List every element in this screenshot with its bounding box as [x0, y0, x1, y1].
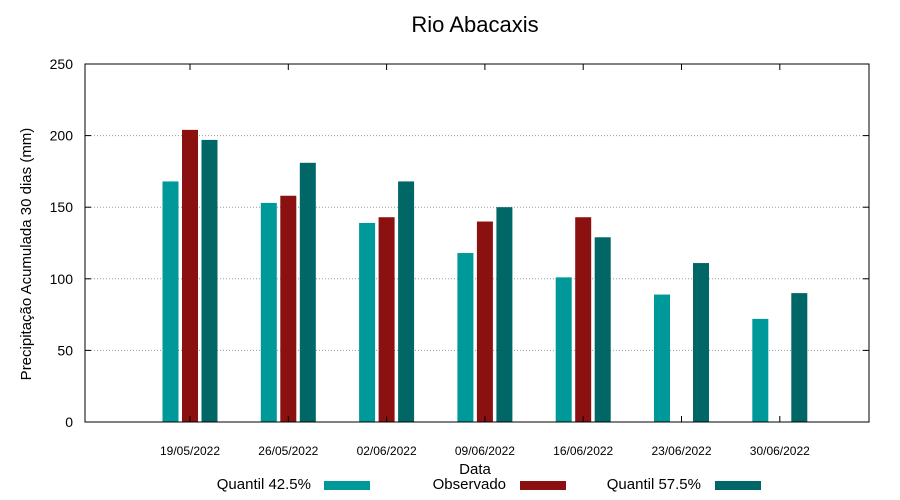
bar-quantil-57-5-	[398, 181, 415, 422]
bar-quantil-57-5-	[496, 207, 513, 422]
bar-observado	[182, 129, 198, 422]
bar-quantil-42-5-	[457, 253, 474, 422]
x-axis-ticks: 19/05/2022 26/05/2022 02/06/2022 09/06/2022…	[160, 64, 810, 458]
bar-quantil-57-5-	[594, 237, 611, 422]
legend: Quantil 42.5% Observado Quantil 57.5%	[217, 476, 761, 493]
y-tick-label: 50	[57, 342, 73, 358]
legend-swatch	[520, 481, 566, 490]
x-tick-label: 16/06/2022	[553, 444, 613, 458]
legend-label: Quantil 57.5%	[607, 476, 701, 493]
x-tick-label: 30/06/2022	[750, 444, 810, 458]
x-tick-label: 26/05/2022	[258, 444, 318, 458]
bar-quantil-57-5-	[693, 263, 709, 422]
bar-quantil-42-5-	[555, 277, 572, 422]
legend-swatch	[324, 481, 370, 490]
bar-quantil-42-5-	[260, 202, 277, 422]
bar-quantil-42-5-	[752, 318, 769, 422]
y-tick-label: 100	[50, 271, 74, 287]
bar-observado	[280, 195, 297, 422]
bar-quantil-42-5-	[162, 181, 179, 422]
bar-quantil-42-5-	[359, 222, 376, 422]
bar-observado	[575, 217, 592, 422]
bar-quantil-42-5-	[654, 294, 670, 422]
x-axis-label: Data	[459, 461, 491, 478]
x-tick-label: 23/06/2022	[651, 444, 711, 458]
chart-title: Rio Abacaxis	[411, 12, 538, 37]
bar-quantil-57-5-	[791, 293, 808, 422]
bar-quantil-57-5-	[201, 139, 218, 422]
bars	[162, 129, 808, 423]
x-tick-label: 09/06/2022	[455, 444, 515, 458]
x-tick-label: 02/06/2022	[357, 444, 417, 458]
bar-quantil-57-5-	[299, 162, 316, 423]
legend-label: Quantil 42.5%	[217, 476, 311, 493]
plot-frame	[84, 63, 870, 423]
legend-label: Observado	[433, 476, 506, 493]
bar-observado	[476, 221, 493, 422]
y-tick-label: 200	[50, 128, 74, 144]
y-axis-label: Precipitação Acumulada 30 dias (mm)	[18, 128, 35, 381]
y-tick-label: 0	[65, 414, 73, 430]
y-tick-label: 150	[50, 199, 74, 215]
bar-observado	[378, 217, 395, 422]
legend-swatch	[715, 481, 761, 490]
y-tick-label: 250	[50, 56, 74, 72]
x-tick-label: 19/05/2022	[160, 444, 220, 458]
y-axis-ticks: 0 50 100 150 200 250	[50, 56, 869, 430]
